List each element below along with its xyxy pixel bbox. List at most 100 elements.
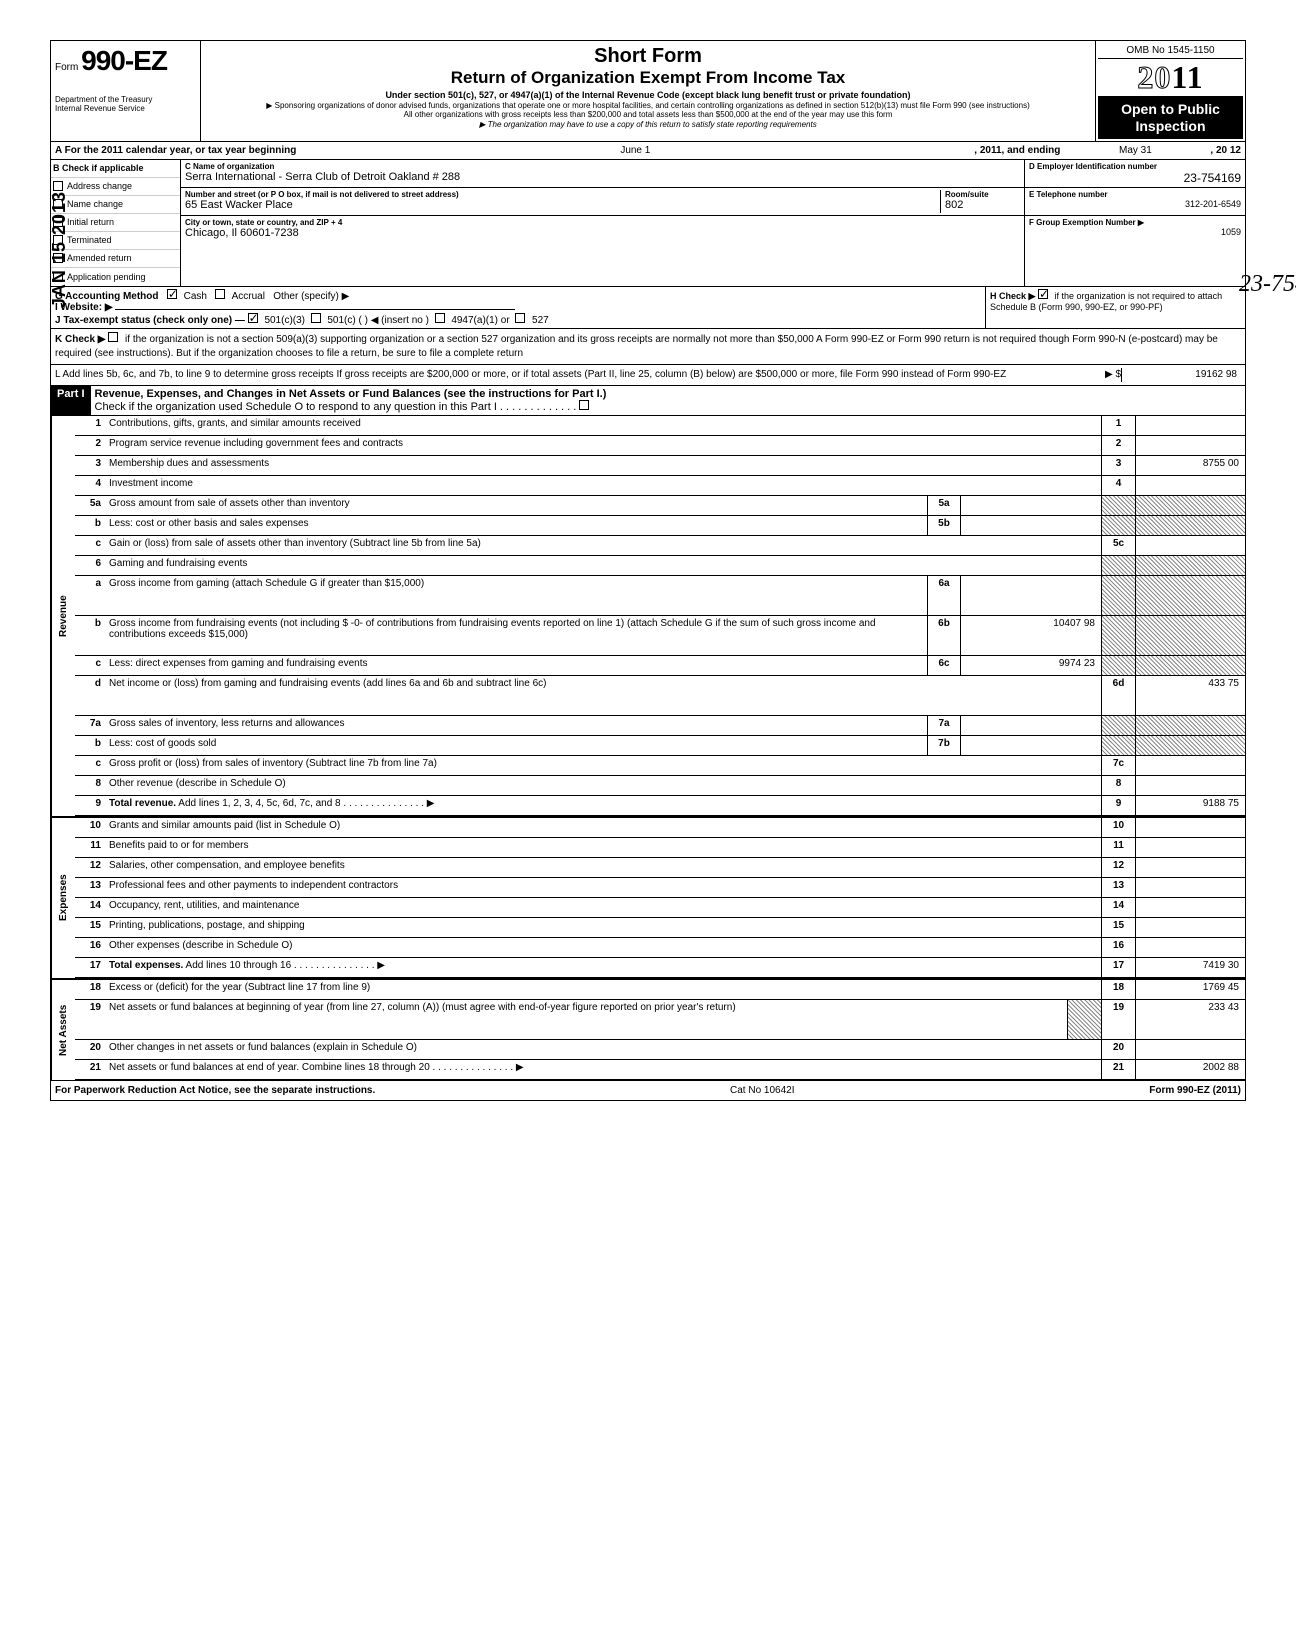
line-num: 2 [75, 436, 105, 455]
line-desc: Other expenses (describe in Schedule O) [105, 938, 1101, 957]
l-arrow: ▶ $ [1071, 368, 1121, 382]
line-10: 10Grants and similar amounts paid (list … [75, 818, 1245, 838]
line-box-val: 233 43 [1135, 1000, 1245, 1039]
line-desc: Gross income from gaming (attach Schedul… [105, 576, 927, 615]
check-cash[interactable] [167, 289, 177, 299]
dept-treasury: Department of the Treasury [55, 95, 196, 104]
rows-g-through-j: G Accounting Method Cash Accrual Other (… [51, 287, 1245, 329]
year-begin: June 1 [296, 145, 974, 156]
check-address-change[interactable]: Address change [51, 178, 180, 196]
check-initial-return[interactable]: Initial return [51, 214, 180, 232]
line-desc: Gain or (loss) from sale of assets other… [105, 536, 1101, 555]
line-desc: Program service revenue including govern… [105, 436, 1101, 455]
line-box-num [1101, 556, 1135, 575]
tax-year: 2011 [1098, 59, 1243, 97]
line-desc: Less: direct expenses from gaming and fu… [105, 656, 927, 675]
line-a: aGross income from gaming (attach Schedu… [75, 576, 1245, 616]
mid-box-val: 10407 98 [961, 616, 1101, 655]
line-num: 3 [75, 456, 105, 475]
line-b: bLess: cost or other basis and sales exp… [75, 516, 1245, 536]
check-501c3[interactable] [248, 313, 258, 323]
note-sponsoring: ▶ Sponsoring organizations of donor advi… [207, 101, 1089, 111]
line-box-val [1135, 918, 1245, 937]
line-box-val [1135, 436, 1245, 455]
row-a-label: A For the 2011 calendar year, or tax yea… [55, 145, 296, 156]
l-text: L Add lines 5b, 6c, and 7b, to line 9 to… [55, 368, 1071, 382]
line-desc: Gross profit or (loss) from sales of inv… [105, 756, 1101, 775]
check-accrual[interactable] [215, 289, 225, 299]
line-box-val: 2002 88 [1135, 1060, 1245, 1079]
check-527[interactable] [515, 313, 525, 323]
line-desc: Net assets or fund balances at end of ye… [105, 1060, 1101, 1079]
revenue-section: Revenue 1Contributions, gifts, grants, a… [51, 416, 1245, 816]
line-box-num [1101, 576, 1135, 615]
note-state: ▶ The organization may have to use a cop… [207, 120, 1089, 130]
col-b-checkboxes: B Check if applicable Address change Nam… [51, 160, 181, 286]
line-b: bGross income from fundraising events (n… [75, 616, 1245, 656]
check-k[interactable] [108, 332, 118, 342]
title-short-form: Short Form [207, 45, 1089, 68]
line-desc: Gross income from fundraising events (no… [105, 616, 927, 655]
line-desc: Investment income [105, 476, 1101, 495]
row-h: H Check ▶ if the organization is not req… [985, 287, 1245, 328]
line-box-val [1135, 818, 1245, 837]
line-desc: Benefits paid to or for members [105, 838, 1101, 857]
form-label: Form [55, 62, 78, 73]
line-c: cGross profit or (loss) from sales of in… [75, 756, 1245, 776]
line-box-val [1135, 878, 1245, 897]
ein-label: D Employer Identification number [1029, 162, 1241, 171]
expenses-section: Expenses 10Grants and similar amounts pa… [51, 816, 1245, 978]
room-label: Room/suite [945, 190, 1020, 199]
line-box-num: 11 [1101, 838, 1135, 857]
line-num: 18 [75, 980, 105, 999]
line-box-num [1101, 496, 1135, 515]
line-box-val [1135, 716, 1245, 735]
check-schedule-o[interactable] [579, 400, 589, 410]
check-501c[interactable] [311, 313, 321, 323]
form-number: 990-EZ [81, 45, 167, 76]
omb-number: OMB No 1545-1150 [1098, 43, 1243, 59]
line-box-val: 1769 45 [1135, 980, 1245, 999]
check-4947[interactable] [435, 313, 445, 323]
line-desc: Less: cost or other basis and sales expe… [105, 516, 927, 535]
line-20: 20Other changes in net assets or fund ba… [75, 1040, 1245, 1060]
check-schedule-b[interactable] [1038, 289, 1048, 299]
line-box-num: 10 [1101, 818, 1135, 837]
line-num: 6 [75, 556, 105, 575]
line-box-val: 433 75 [1135, 676, 1245, 715]
check-terminated[interactable]: Terminated [51, 232, 180, 250]
line-12: 12Salaries, other compensation, and empl… [75, 858, 1245, 878]
line-5a: 5aGross amount from sale of assets other… [75, 496, 1245, 516]
line-1: 1Contributions, gifts, grants, and simil… [75, 416, 1245, 436]
line-num: a [75, 576, 105, 615]
line-box-num: 7c [1101, 756, 1135, 775]
check-application-pending[interactable]: Application pending [51, 268, 180, 286]
line-num: 12 [75, 858, 105, 877]
mid-box-num: 6b [927, 616, 961, 655]
line-num: d [75, 676, 105, 715]
line-c: cLess: direct expenses from gaming and f… [75, 656, 1245, 676]
check-name-change[interactable]: Name change [51, 196, 180, 214]
line-desc: Total revenue. Add lines 1, 2, 3, 4, 5c,… [105, 796, 1101, 815]
line-num: 17 [75, 958, 105, 977]
mid-box-val [961, 496, 1101, 515]
line-box-num: 2 [1101, 436, 1135, 455]
line-box-num [1101, 716, 1135, 735]
line-11: 11Benefits paid to or for members11 [75, 838, 1245, 858]
row-a-mid: , 2011, and ending [974, 145, 1060, 156]
line-desc: Contributions, gifts, grants, and simila… [105, 416, 1101, 435]
line-num: 13 [75, 878, 105, 897]
line-box-num: 6d [1101, 676, 1135, 715]
line-desc: Other changes in net assets or fund bala… [105, 1040, 1101, 1059]
title-return: Return of Organization Exempt From Incom… [207, 68, 1089, 88]
line-3: 3Membership dues and assessments38755 00 [75, 456, 1245, 476]
line-num: 11 [75, 838, 105, 857]
tax-exempt-label: J Tax-exempt status (check only one) — [55, 315, 245, 326]
part-i-title: Revenue, Expenses, and Changes in Net As… [95, 388, 607, 400]
mid-box-num: 6a [927, 576, 961, 615]
line-num: c [75, 656, 105, 675]
check-amended[interactable]: Amended return [51, 250, 180, 268]
line-box-num: 9 [1101, 796, 1135, 815]
line-num: 4 [75, 476, 105, 495]
tel-value: 312-201-6549 [1029, 199, 1241, 209]
